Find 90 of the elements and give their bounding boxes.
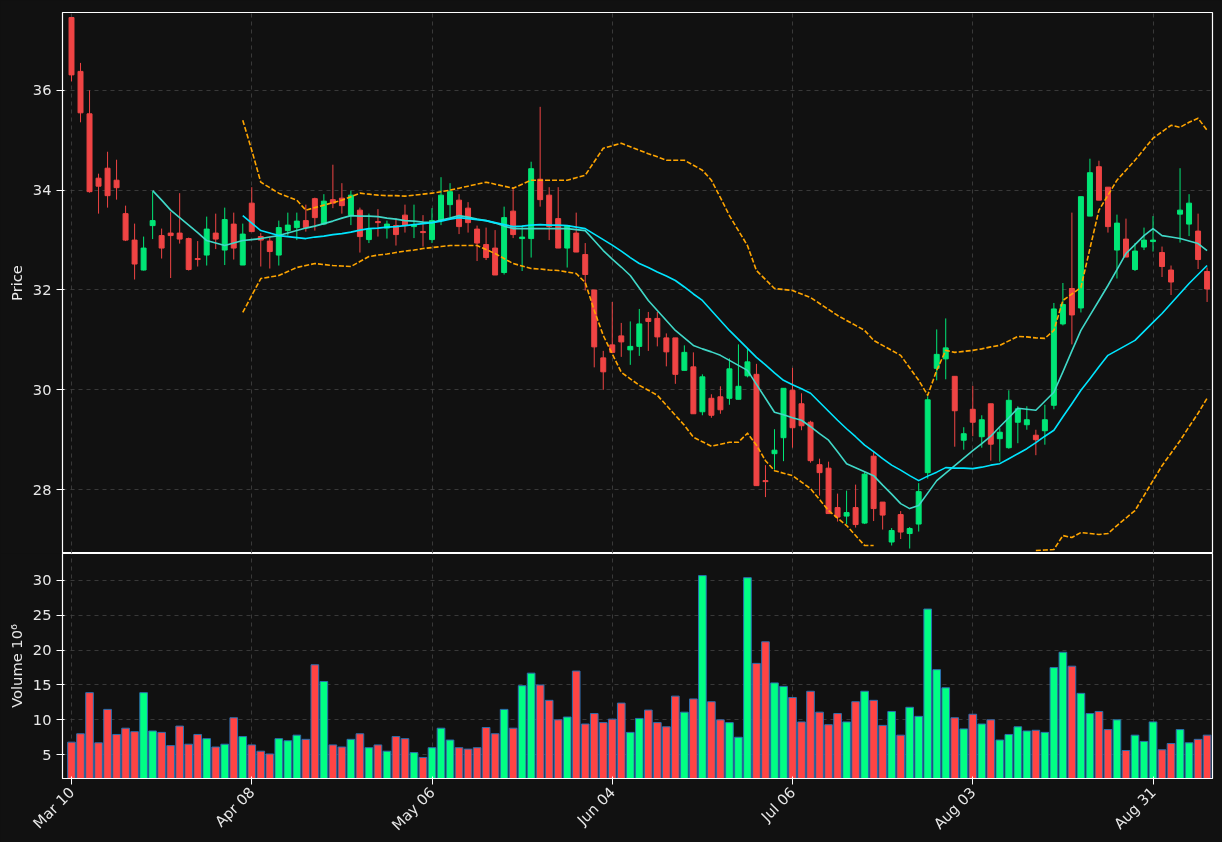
candlestick (636, 308, 643, 357)
candlestick (1132, 242, 1138, 272)
candlestick (167, 211, 174, 279)
y-axis-title: Price (7, 265, 25, 301)
x-tick-label: Jun 04 (572, 783, 619, 829)
candlestick (645, 311, 652, 352)
candlestick (194, 240, 201, 268)
candlestick (293, 212, 300, 241)
candlestick (374, 208, 381, 238)
candlestick (834, 493, 841, 523)
candlestick (942, 317, 949, 380)
y-tick-label: 30 (32, 380, 52, 398)
candlestick (311, 197, 318, 232)
y-tick-label: 25 (32, 606, 52, 624)
candlestick (212, 213, 219, 250)
candlestick (1059, 282, 1066, 326)
candlestick (230, 212, 237, 261)
candlestick (906, 526, 913, 550)
candlestick (266, 236, 273, 270)
candlestick (1123, 218, 1129, 258)
candlestick (717, 385, 724, 415)
y-tick-label: 10 (32, 710, 52, 728)
candlestick (1032, 429, 1039, 456)
candlestick (1141, 227, 1147, 251)
candlestick (510, 186, 517, 239)
candlestick (735, 343, 742, 400)
candlestick (762, 464, 769, 498)
candlestick (519, 225, 526, 272)
x-tick-label: Apr 08 (211, 783, 258, 830)
candlestick (176, 192, 183, 245)
candlestick (600, 350, 607, 391)
y-tick-label: 36 (32, 81, 52, 99)
y-tick-label: 34 (32, 181, 52, 199)
candlestick (1159, 246, 1166, 278)
candlestick (663, 332, 670, 367)
candlestick (654, 311, 661, 347)
candlestick (843, 490, 850, 525)
y-tick-label: 15 (32, 675, 52, 693)
candlestick (158, 228, 165, 260)
candlestick (1014, 405, 1021, 444)
y-tick-label: 30 (32, 571, 52, 589)
candlestick (347, 190, 354, 226)
candlestick (1177, 167, 1184, 244)
line-series (151, 189, 1208, 510)
candlestick (816, 458, 823, 497)
y-tick-label: 20 (32, 641, 52, 659)
candlestick (582, 242, 589, 291)
candlestick (483, 227, 490, 261)
candlestick (573, 212, 580, 253)
candlestick (429, 207, 435, 244)
y-tick-label: 32 (32, 280, 52, 298)
candlestick (149, 191, 156, 240)
candlestick (284, 212, 291, 237)
candlestick (1023, 405, 1030, 431)
candlestick (392, 217, 399, 247)
candlestick (113, 159, 120, 201)
candlestick (879, 501, 886, 531)
candlestick (681, 344, 688, 371)
candlestick (1204, 267, 1211, 303)
candlestick (771, 428, 778, 471)
candlestick (365, 213, 372, 244)
candlestick (618, 322, 625, 358)
candlestick (852, 484, 859, 529)
y-tick-label: 5 (42, 745, 52, 763)
candlestick (978, 414, 985, 449)
candlestick (1168, 265, 1175, 296)
candlestick (447, 182, 454, 219)
candlestick (897, 510, 904, 540)
y-axis-title: Volume 10⁶ (7, 624, 25, 708)
candlestick (1150, 215, 1156, 253)
y-tick-label: 28 (32, 480, 52, 498)
candlestick (627, 320, 634, 366)
line-series (241, 117, 1208, 397)
candlestick (960, 426, 967, 451)
candlestick (140, 236, 147, 272)
candlestick (1041, 404, 1048, 446)
candlestick (302, 204, 309, 233)
x-tick-label: Jul 06 (756, 783, 799, 826)
candlestick (969, 385, 976, 437)
candlestick (996, 427, 1003, 463)
candlestick (474, 225, 481, 262)
candlestick (1186, 193, 1193, 237)
candlestick (609, 301, 616, 353)
candlestick (131, 223, 138, 281)
candlestick (933, 328, 940, 381)
candlestick (420, 214, 426, 248)
candlestick (708, 393, 715, 419)
candlestick (95, 173, 102, 215)
candlestick (798, 392, 805, 431)
candlestick (537, 106, 544, 208)
